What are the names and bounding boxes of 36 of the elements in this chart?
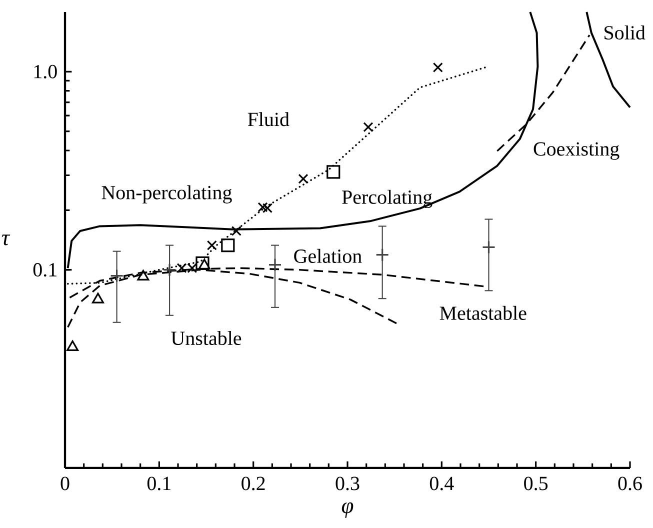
y-axis-title: τ — [2, 234, 10, 246]
x-tick-label: 0.1 — [147, 476, 170, 490]
x-tick-label: 0 — [60, 476, 70, 490]
point — [92, 292, 104, 304]
point — [231, 226, 242, 236]
point — [376, 248, 390, 262]
point — [432, 62, 443, 72]
y-tick-label: 1.0 — [34, 64, 57, 78]
x-tick-label: 0.2 — [242, 476, 265, 490]
point — [262, 202, 273, 214]
annotation: Fluid — [248, 112, 290, 126]
x-tick-label: 0.6 — [618, 476, 642, 490]
point — [326, 165, 340, 179]
annotation: Gelation — [294, 248, 362, 263]
point — [110, 268, 124, 283]
x-tick-label: 0.3 — [336, 476, 360, 490]
x-axis-title: φ — [342, 502, 354, 518]
point — [258, 202, 268, 212]
annotation: Solid — [604, 25, 646, 40]
point — [298, 174, 308, 184]
point — [198, 258, 210, 270]
x-tick-label: 0.5 — [524, 476, 548, 490]
point — [221, 238, 235, 252]
point — [66, 340, 79, 351]
annotation: Unstable — [171, 331, 242, 346]
annotation: Non-percolating — [102, 185, 232, 204]
point — [268, 258, 282, 272]
point — [162, 263, 176, 277]
point — [482, 240, 496, 254]
point — [363, 122, 374, 132]
annotation: Percolating — [342, 190, 432, 208]
annotation: Coexisting — [534, 142, 620, 160]
point — [206, 240, 217, 250]
point — [137, 270, 150, 281]
annotation: Metastable — [440, 306, 526, 320]
x-tick-label: 0.4 — [430, 476, 454, 490]
